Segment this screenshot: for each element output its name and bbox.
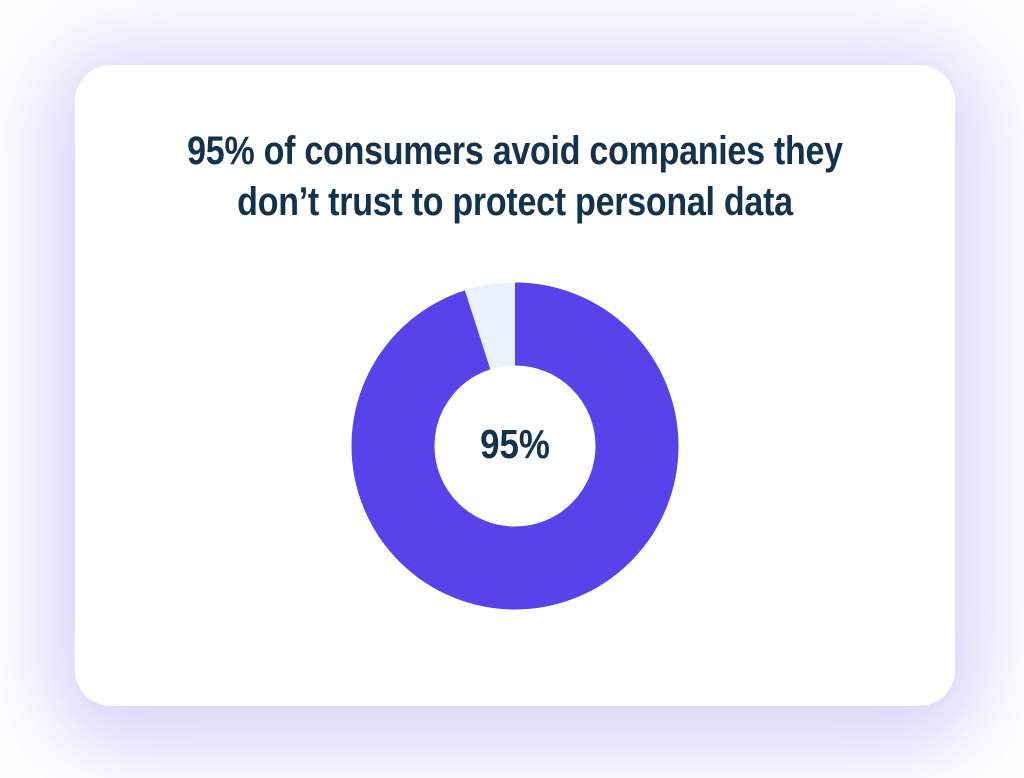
donut-arc	[351, 282, 679, 610]
chart-title: 95% of consumers avoid companies they do…	[141, 126, 889, 228]
chart-title-line-2: don’t trust to protect personal data	[237, 180, 793, 224]
donut-chart-svg	[351, 282, 679, 610]
donut-center-label: 95%	[480, 420, 550, 467]
infographic-card: 95% of consumers avoid companies they do…	[75, 65, 955, 706]
chart-title-line-1: 95% of consumers avoid companies they	[187, 129, 843, 173]
donut-chart: 95%	[351, 282, 679, 610]
